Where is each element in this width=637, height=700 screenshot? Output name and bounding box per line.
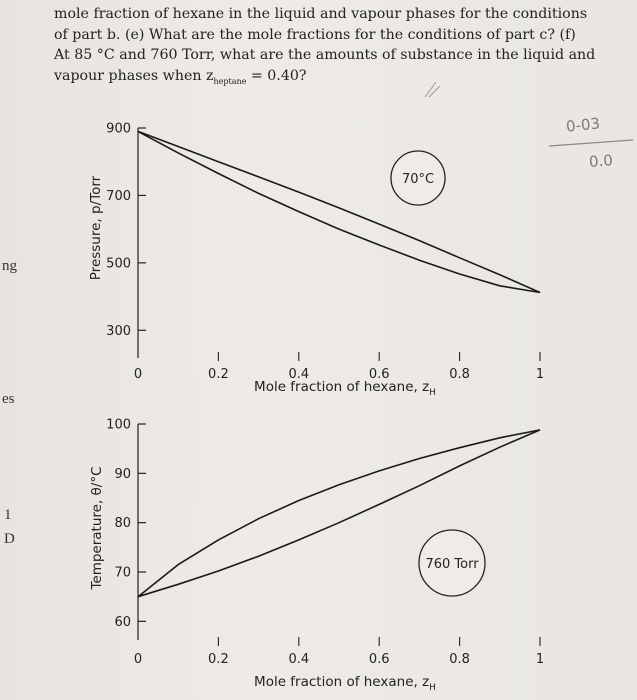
x-axis-label: Mole fraction of hexane, zH [254, 674, 436, 693]
y-tick-label: 500 [106, 256, 131, 271]
x-axis-label: Mole fraction of hexane, zH [254, 379, 436, 398]
question-line-text: vapour phases when z [54, 67, 214, 84]
y-tick-label: 80 [114, 516, 131, 531]
heptane-subscript: heptane [213, 76, 247, 86]
series-line [137, 130, 541, 294]
series-line [137, 429, 541, 598]
x-tick-label: 1 [536, 652, 544, 667]
y-axis-label: Pressure, p/Torr [88, 175, 104, 280]
margin-fragment: D [4, 531, 15, 547]
x-tick-label: 0.6 [369, 652, 390, 667]
question-line: of part b. (e) What are the mole fractio… [54, 26, 576, 43]
y-tick-label: 70 [114, 566, 131, 581]
x-tick-label: 0.2 [208, 652, 229, 667]
question-text: mole fraction of hexane in the liquid an… [54, 4, 596, 92]
margin-fragment: 1 [4, 507, 12, 523]
y-tick-label: 90 [114, 467, 131, 482]
question-line: mole fraction of hexane in the liquid an… [54, 6, 588, 22]
x-axis-label-subscript: H [429, 388, 436, 398]
annotation-label: 70°C [402, 172, 434, 187]
y-tick-label: 100 [106, 418, 131, 433]
y-tick-label: 900 [106, 122, 131, 137]
x-tick-label: 0.4 [288, 652, 309, 667]
annotation-circle [390, 150, 446, 206]
x-tick-label: 0.2 [208, 367, 229, 382]
x-tick-label: 0.8 [449, 367, 470, 382]
question-tail: = 0.40? [246, 67, 307, 84]
temperature-chart: 60 70 80 90 100 0 0.2 0.4 0.6 0.8 1 Mole fraction o… [89, 418, 544, 694]
x-tick-label: 0.4 [288, 367, 309, 382]
handwritten-fraction-bar [548, 139, 634, 147]
margin-fragment: es [2, 391, 15, 407]
margin-fragment: ng [2, 258, 17, 274]
x-axis-label-subscript: H [429, 683, 436, 693]
x-tick-label: 0.8 [449, 652, 470, 667]
y-tick-label: 60 [114, 615, 131, 630]
pencil-mark [424, 81, 441, 98]
y-tick-label: 700 [106, 189, 131, 204]
x-tick-label: 0 [134, 652, 142, 667]
y-axis-label: Temperature, θ/°C [89, 466, 105, 590]
x-tick-label: 1 [536, 367, 544, 382]
x-tick-label: 0.6 [369, 367, 390, 382]
pressure-chart: 300 500 700 900 0 0.2 0.4 0.6 0.8 1 Mole fraction … [88, 122, 544, 399]
y-tick-label: 300 [106, 324, 131, 339]
series-line [137, 130, 541, 294]
annotation-circle [418, 529, 486, 597]
question-line: vapour phases when zheptane = 0.40? [54, 66, 554, 92]
x-tick-label: 0 [134, 367, 142, 382]
annotation-label: 760 Torr [425, 557, 479, 572]
question-line: At 85 °C and 760 Torr, what are the amou… [54, 47, 596, 63]
series-line [137, 429, 541, 598]
